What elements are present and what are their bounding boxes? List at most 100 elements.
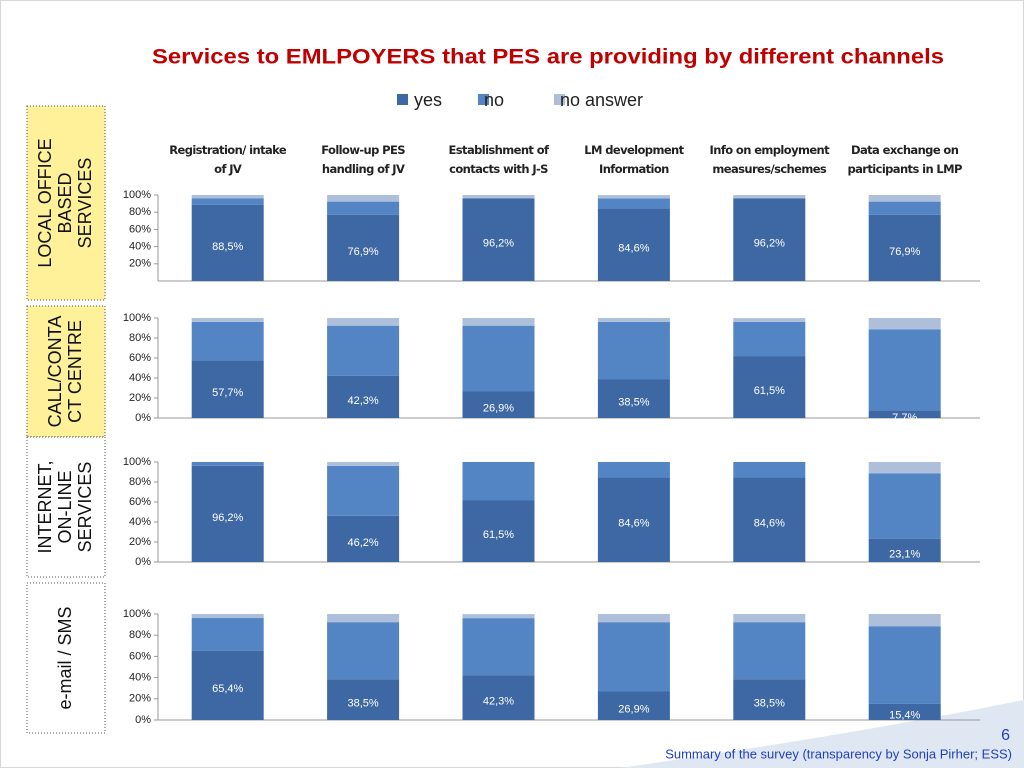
y-tick-label: 20% [129,392,151,404]
bar-segment [462,318,535,326]
bar-segment [733,356,806,418]
bar-segment [733,321,806,357]
legend-label: no [484,90,504,110]
bar-segment [868,703,941,720]
value-label: 46,2% [347,537,378,549]
category-label: Follow-up PES handling of JV [321,143,405,176]
bar-segment [733,198,806,281]
row-label: BASED [55,172,75,233]
bar-segment [597,198,670,209]
bar-segment [191,465,264,562]
row-box [26,582,106,734]
bar-segment [868,626,941,704]
bar-segment [191,318,264,322]
bar-segment [868,473,941,539]
legend-swatch [397,94,408,105]
bar-segment [327,465,400,516]
bar-segment [327,375,400,418]
legend-swatch [478,94,489,105]
decoration [620,700,1024,768]
bar-segment [327,195,400,202]
bar-segment [733,679,806,720]
value-label: 96,2% [483,238,514,250]
category-label: Registration/ intake of JV [169,143,287,176]
y-tick-label: 40% [129,372,151,384]
value-label: 65,4% [212,683,243,695]
value-label: 15,4% [889,710,920,722]
legend-swatch [554,94,565,105]
y-tick-label: 60% [129,496,151,508]
row-label: LOCAL OFFICE [35,138,55,267]
y-tick-label: 20% [129,536,151,548]
bar-segment [597,208,670,281]
legend-label: no answer [560,90,643,110]
bar-segment [191,360,264,418]
bar-segment [327,201,400,215]
y-tick-label: 80% [129,206,151,218]
row-box [26,436,106,578]
y-tick-label: 100% [123,456,151,468]
bar-segment [868,410,941,418]
bar-segment [868,614,941,627]
bar-segment [191,198,264,205]
row-label: ON-LINE [55,470,75,543]
y-tick-label: 40% [129,516,151,528]
bar-segment [597,462,670,478]
bar-segment [733,318,806,322]
bar-segment [462,462,535,501]
y-tick-label: 40% [129,241,151,253]
bar-segment [462,618,535,676]
category-label: Establishment of contacts with J-S [448,143,549,176]
y-tick-label: 0% [135,556,151,568]
value-label: 88,5% [212,241,243,253]
bar-segment [327,679,400,720]
value-label: 76,9% [347,246,378,258]
value-label: 61,5% [754,385,785,397]
bar-segment [462,614,535,619]
value-label: 7,7% [892,412,917,424]
page-number: 6 [1001,727,1010,744]
bar-segment [462,198,535,281]
y-tick-label: 40% [129,672,151,684]
bar-segment [733,622,806,680]
y-tick-label: 0% [135,714,151,726]
y-tick-label: 80% [129,332,151,344]
bar-segment [868,201,941,215]
value-label: 38,5% [754,698,785,710]
bar-segment [597,691,670,720]
value-label: 42,3% [347,395,378,407]
bar-segment [462,675,535,720]
bar-segment [327,214,400,281]
bar-segment [327,462,400,466]
bar-segment [327,622,400,680]
value-label: 23,1% [889,548,920,560]
value-label: 96,2% [212,512,243,524]
bar-segment [597,321,670,380]
row-label: SERVICES [75,158,95,249]
row-label: SERVICES [75,462,95,553]
value-label: 26,9% [618,704,649,716]
bar-segment [868,318,941,330]
y-tick-label: 60% [129,650,151,662]
slide-title: Services to EMLPOYERS that PES are provi… [152,46,944,69]
y-tick-label: 60% [129,352,151,364]
bar-segment [327,318,400,326]
bar-segment [191,195,264,199]
category-label: LM development Information [584,143,684,176]
y-tick-label: 60% [129,223,151,235]
bar-segment [868,462,941,474]
value-label: 61,5% [483,529,514,541]
value-label: 76,9% [889,246,920,258]
value-label: 38,5% [347,698,378,710]
bar-segment [191,618,264,651]
footer: Summary of the survey (transparency by S… [665,746,1012,761]
bar-segment [597,477,670,562]
bar-segment [868,195,941,202]
bar-segment [733,477,806,562]
y-tick-label: 20% [129,693,151,705]
bar-segment [868,329,941,411]
y-tick-label: 0% [135,412,151,424]
bar-segment [868,214,941,281]
bar-segment [733,614,806,623]
